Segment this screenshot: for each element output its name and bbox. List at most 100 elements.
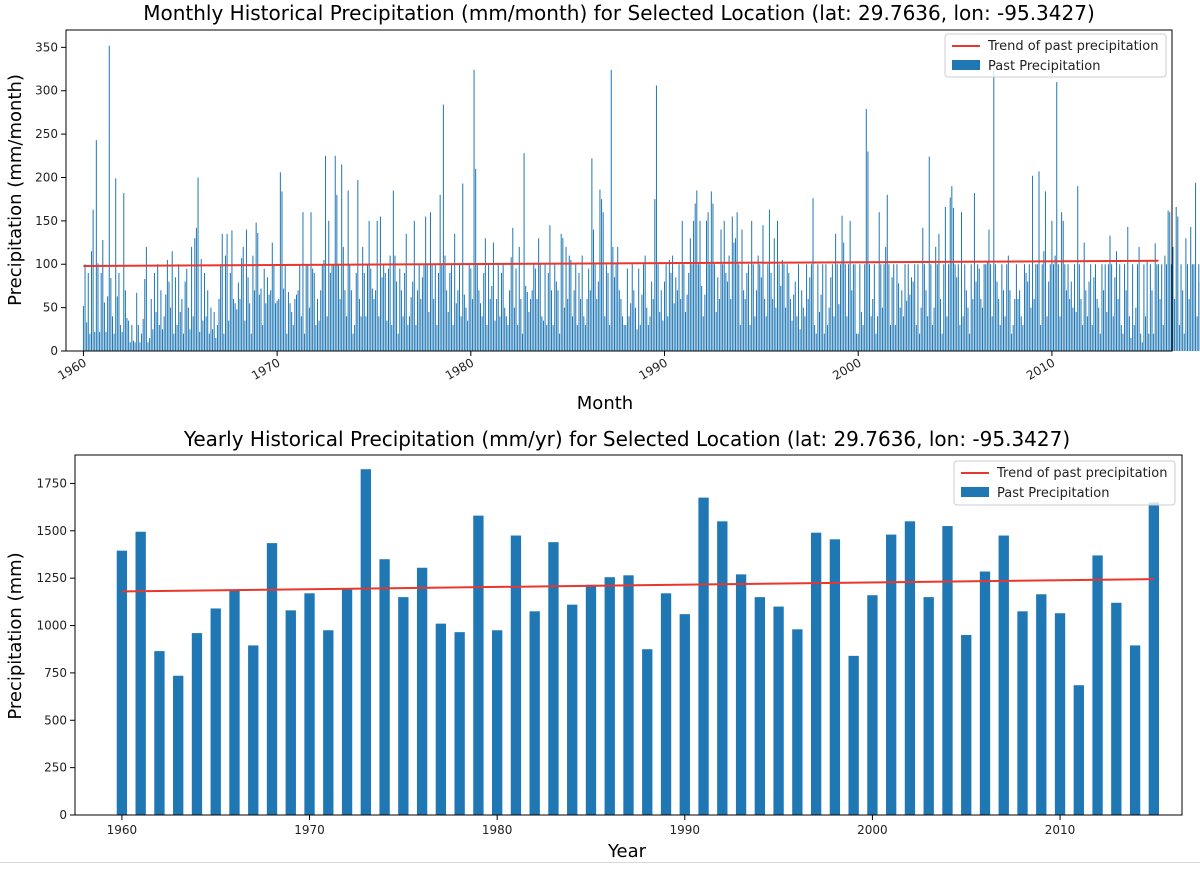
monthly-bar	[149, 338, 150, 351]
monthly-bar	[958, 264, 959, 351]
monthly-y-tick-label: 150	[35, 214, 58, 228]
monthly-bar	[638, 269, 639, 351]
monthly-bar	[293, 325, 294, 351]
monthly-bar	[948, 264, 949, 351]
yearly-bar	[717, 521, 727, 815]
yearly-x-tick-label: 2000	[857, 823, 888, 837]
yearly-legend: Trend of past precipitation Past Precipi…	[954, 461, 1175, 505]
monthly-bar	[462, 184, 463, 351]
monthly-bar	[1101, 264, 1102, 351]
yearly-bar	[511, 536, 521, 815]
monthly-bar	[1139, 247, 1140, 351]
monthly-bar	[1000, 325, 1001, 351]
monthly-bar	[950, 197, 951, 351]
monthly-bar	[777, 221, 778, 351]
yearly-bar	[1149, 502, 1159, 815]
monthly-bar	[430, 212, 431, 351]
monthly-bar	[1045, 191, 1046, 351]
monthly-bar	[1009, 290, 1010, 351]
monthly-bar	[753, 264, 754, 351]
monthly-bar	[1160, 299, 1161, 351]
monthly-bar	[485, 238, 486, 351]
monthly-bar	[708, 212, 709, 351]
monthly-bar	[629, 316, 630, 351]
monthly-bar	[788, 273, 789, 351]
yearly-bar	[154, 651, 164, 815]
monthly-bar	[887, 195, 888, 351]
monthly-bar	[448, 312, 449, 351]
monthly-bar	[207, 290, 208, 351]
monthly-bar	[438, 273, 439, 351]
monthly-bar	[89, 334, 90, 351]
yearly-bar	[548, 542, 558, 815]
monthly-bar	[814, 325, 815, 351]
monthly-bar	[890, 325, 891, 351]
monthly-bar	[819, 312, 820, 351]
monthly-bar	[507, 325, 508, 351]
monthly-bar	[625, 325, 626, 351]
yearly-chart: Yearly Historical Precipitation (mm/yr) …	[5, 427, 1182, 862]
monthly-bar	[877, 316, 878, 351]
monthly-bar	[152, 329, 153, 351]
monthly-bar	[375, 290, 376, 351]
monthly-bar	[314, 273, 315, 351]
monthly-bar	[787, 264, 788, 351]
monthly-bar	[548, 273, 549, 351]
yearly-bar	[773, 607, 783, 815]
monthly-bar	[974, 193, 975, 351]
monthly-bar	[543, 321, 544, 351]
monthly-bar	[696, 191, 697, 352]
monthly-bar	[327, 316, 328, 351]
monthly-bar	[842, 216, 843, 351]
monthly-bar	[464, 295, 465, 351]
monthly-bar	[483, 273, 484, 351]
monthly-bar	[570, 260, 571, 351]
monthly-bar	[364, 273, 365, 351]
yearly-y-tick-label: 250	[44, 761, 67, 775]
monthly-bar	[415, 325, 416, 351]
monthly-bar	[830, 277, 831, 351]
monthly-bar	[922, 228, 923, 351]
monthly-bar	[827, 325, 828, 351]
monthly-bar	[666, 264, 667, 351]
yearly-bar	[323, 630, 333, 815]
monthly-bar	[1127, 227, 1128, 351]
monthly-bar	[254, 290, 255, 351]
monthly-bar	[1181, 264, 1182, 351]
monthly-bar	[1110, 236, 1111, 351]
yearly-bar	[530, 611, 540, 815]
monthly-bar	[399, 269, 400, 351]
monthly-bar	[524, 153, 525, 351]
monthly-bar	[892, 277, 893, 351]
monthly-bar	[745, 299, 746, 351]
monthly-bar	[157, 264, 158, 351]
monthly-bar	[1006, 264, 1007, 351]
monthly-bar	[332, 264, 333, 351]
monthly-trend-line	[83, 261, 1158, 266]
monthly-bar	[1148, 334, 1149, 351]
monthly-bar	[467, 321, 468, 351]
monthly-bar	[779, 264, 780, 351]
monthly-bar	[569, 256, 570, 351]
monthly-bar	[1100, 334, 1101, 351]
monthly-bar	[1027, 282, 1028, 351]
monthly-bar	[611, 70, 612, 351]
monthly-bar	[343, 247, 344, 351]
yearly-y-tick-label: 0	[59, 808, 67, 822]
monthly-bar	[251, 334, 252, 351]
monthly-bar	[202, 321, 203, 351]
monthly-bar	[664, 282, 665, 351]
monthly-bar	[422, 277, 423, 351]
monthly-bar	[409, 316, 410, 351]
monthly-y-tick-label: 0	[50, 344, 58, 358]
monthly-bar	[541, 316, 542, 351]
monthly-bar	[272, 243, 273, 351]
monthly-bar	[130, 342, 131, 351]
monthly-bar	[729, 256, 730, 351]
monthly-bar	[998, 299, 999, 351]
monthly-bar	[704, 295, 705, 351]
monthly-bar	[1131, 338, 1132, 351]
monthly-legend-bar-swatch	[952, 60, 980, 70]
